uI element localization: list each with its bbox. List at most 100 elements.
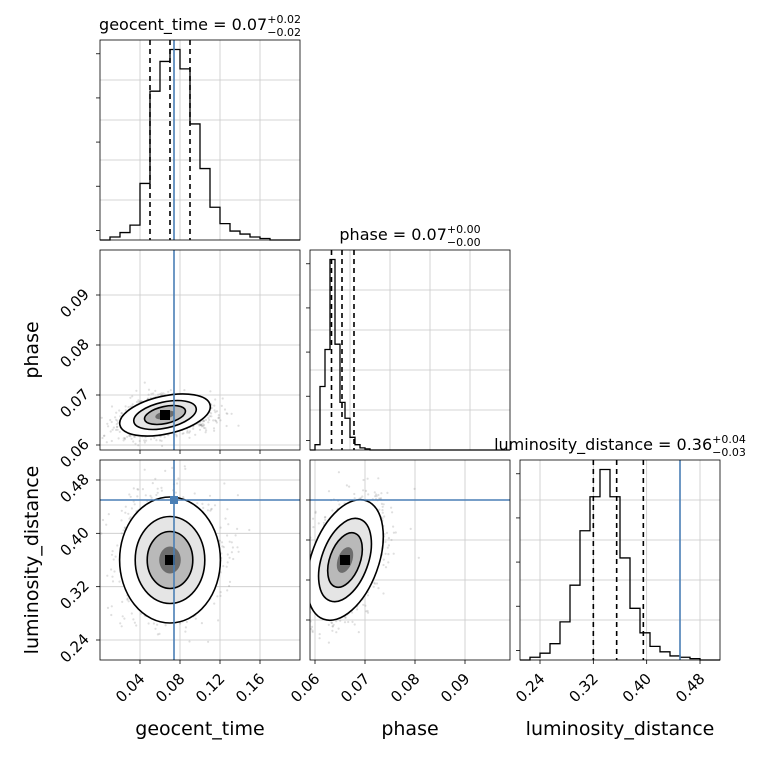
- scatter-point: [151, 482, 154, 485]
- scatter-point: [226, 508, 229, 511]
- scatter-point: [123, 526, 126, 529]
- scatter-point: [146, 397, 150, 400]
- scatter-point: [106, 422, 109, 425]
- phase_vs_luminosity_distance-tick-label: 0.08: [387, 670, 423, 706]
- scatter-point: [112, 426, 115, 429]
- scatter-point: [110, 439, 113, 443]
- scatter-point: [152, 392, 155, 395]
- scatter-point: [307, 635, 309, 637]
- scatter-point: [353, 492, 356, 496]
- scatter-point: [380, 492, 383, 495]
- scatter-point: [305, 601, 307, 603]
- scatter-point: [311, 625, 314, 629]
- scatter-point: [375, 582, 379, 585]
- scatter-point: [237, 424, 240, 427]
- scatter-point: [109, 430, 112, 433]
- scatter-point: [97, 597, 99, 599]
- scatter-point: [226, 553, 229, 556]
- scatter-point: [116, 544, 119, 547]
- histogram-steps: [310, 258, 510, 451]
- scatter-point: [192, 427, 195, 430]
- scatter-point: [154, 627, 157, 630]
- scatter-point: [143, 441, 146, 444]
- scatter-point: [194, 617, 197, 620]
- scatter-point: [413, 487, 416, 490]
- scatter-point: [200, 424, 203, 427]
- phase_marginal-title-minus: −0.00: [447, 236, 481, 249]
- scatter-point: [222, 546, 225, 549]
- scatter-point: [212, 427, 216, 430]
- geocent_time_vs_phase-tick-label: 0.06: [56, 435, 92, 471]
- scatter-point: [302, 627, 304, 629]
- scatter-point: [153, 436, 156, 439]
- scatter-point: [208, 494, 212, 497]
- scatter-point: [115, 411, 118, 414]
- scatter-point: [327, 623, 330, 627]
- scatter-point: [200, 423, 203, 427]
- scatter-point: [324, 518, 327, 522]
- scatter-point: [213, 602, 216, 605]
- scatter-point: [367, 493, 370, 496]
- scatter-point: [214, 411, 217, 414]
- scatter-point: [344, 616, 347, 619]
- scatter-point: [178, 666, 180, 668]
- scatter-point: [223, 408, 227, 411]
- scatter-point: [377, 587, 380, 590]
- scatter-point: [110, 568, 113, 571]
- luminosity_distance_marginal-tick-label: 0.32: [565, 670, 601, 706]
- panel-frame: [99, 39, 301, 241]
- geocent_time_vs_phase: 0.06 0.07 0.08 0.09 phase: [21, 249, 301, 471]
- phase_marginal-title: phase = 0.07+0.00: [339, 223, 480, 244]
- scatter-point: [221, 397, 224, 400]
- scatter-point: [188, 430, 192, 433]
- scatter-point: [219, 419, 222, 422]
- scatter-point: [215, 419, 218, 423]
- scatter-point: [193, 492, 196, 495]
- scatter-point: [129, 495, 132, 498]
- scatter-point: [305, 586, 307, 588]
- scatter-point: [175, 435, 178, 438]
- scatter-point: [181, 432, 184, 435]
- scatter-point: [365, 610, 368, 613]
- scatter-point: [386, 546, 389, 549]
- scatter-point: [292, 631, 294, 633]
- scatter-point: [311, 629, 314, 632]
- luminosity_distance_marginal-xlabel: luminosity_distance: [526, 718, 715, 740]
- luminosity_distance_marginal-title: luminosity_distance = 0.36+0.04: [494, 433, 746, 455]
- scatter-point: [417, 556, 420, 559]
- scatter-point: [381, 505, 384, 508]
- scatter-point: [115, 428, 118, 431]
- scatter-point: [294, 592, 296, 594]
- scatter-point: [120, 532, 123, 535]
- scatter-point: [89, 514, 91, 516]
- scatter-point: [120, 412, 123, 415]
- scatter-point: [236, 494, 239, 497]
- scatter-point: [322, 521, 325, 524]
- scatter-point: [324, 515, 327, 519]
- scatter-point: [200, 425, 204, 428]
- scatter-point: [214, 419, 217, 422]
- scatter-point: [384, 566, 388, 569]
- scatter-point: [184, 626, 187, 629]
- scatter-point: [236, 527, 239, 531]
- scatter-point: [128, 493, 131, 496]
- scatter-point: [379, 497, 383, 500]
- scatter-point: [207, 640, 210, 643]
- scatter-point: [116, 425, 119, 428]
- scatter-point: [330, 621, 333, 624]
- scatter-point: [156, 633, 159, 636]
- scatter-point: [381, 511, 384, 514]
- geocent_time_marginal-title: geocent_time = 0.07+0.02: [99, 13, 301, 35]
- geocent_time_vs_phase-tick-label: 0.08: [56, 335, 92, 371]
- scatter-point: [129, 396, 132, 399]
- scatter-point: [375, 495, 378, 498]
- scatter-point: [88, 622, 90, 624]
- scatter-point: [199, 423, 202, 426]
- scatter-point: [392, 552, 395, 555]
- geocent_time_vs_luminosity_distance-tick-label: 0.04: [112, 670, 148, 706]
- scatter-point: [167, 390, 170, 393]
- scatter-point: [174, 433, 177, 436]
- scatter-point: [307, 610, 309, 612]
- phase_marginal: phase = 0.07+0.00−0.00: [306, 223, 511, 451]
